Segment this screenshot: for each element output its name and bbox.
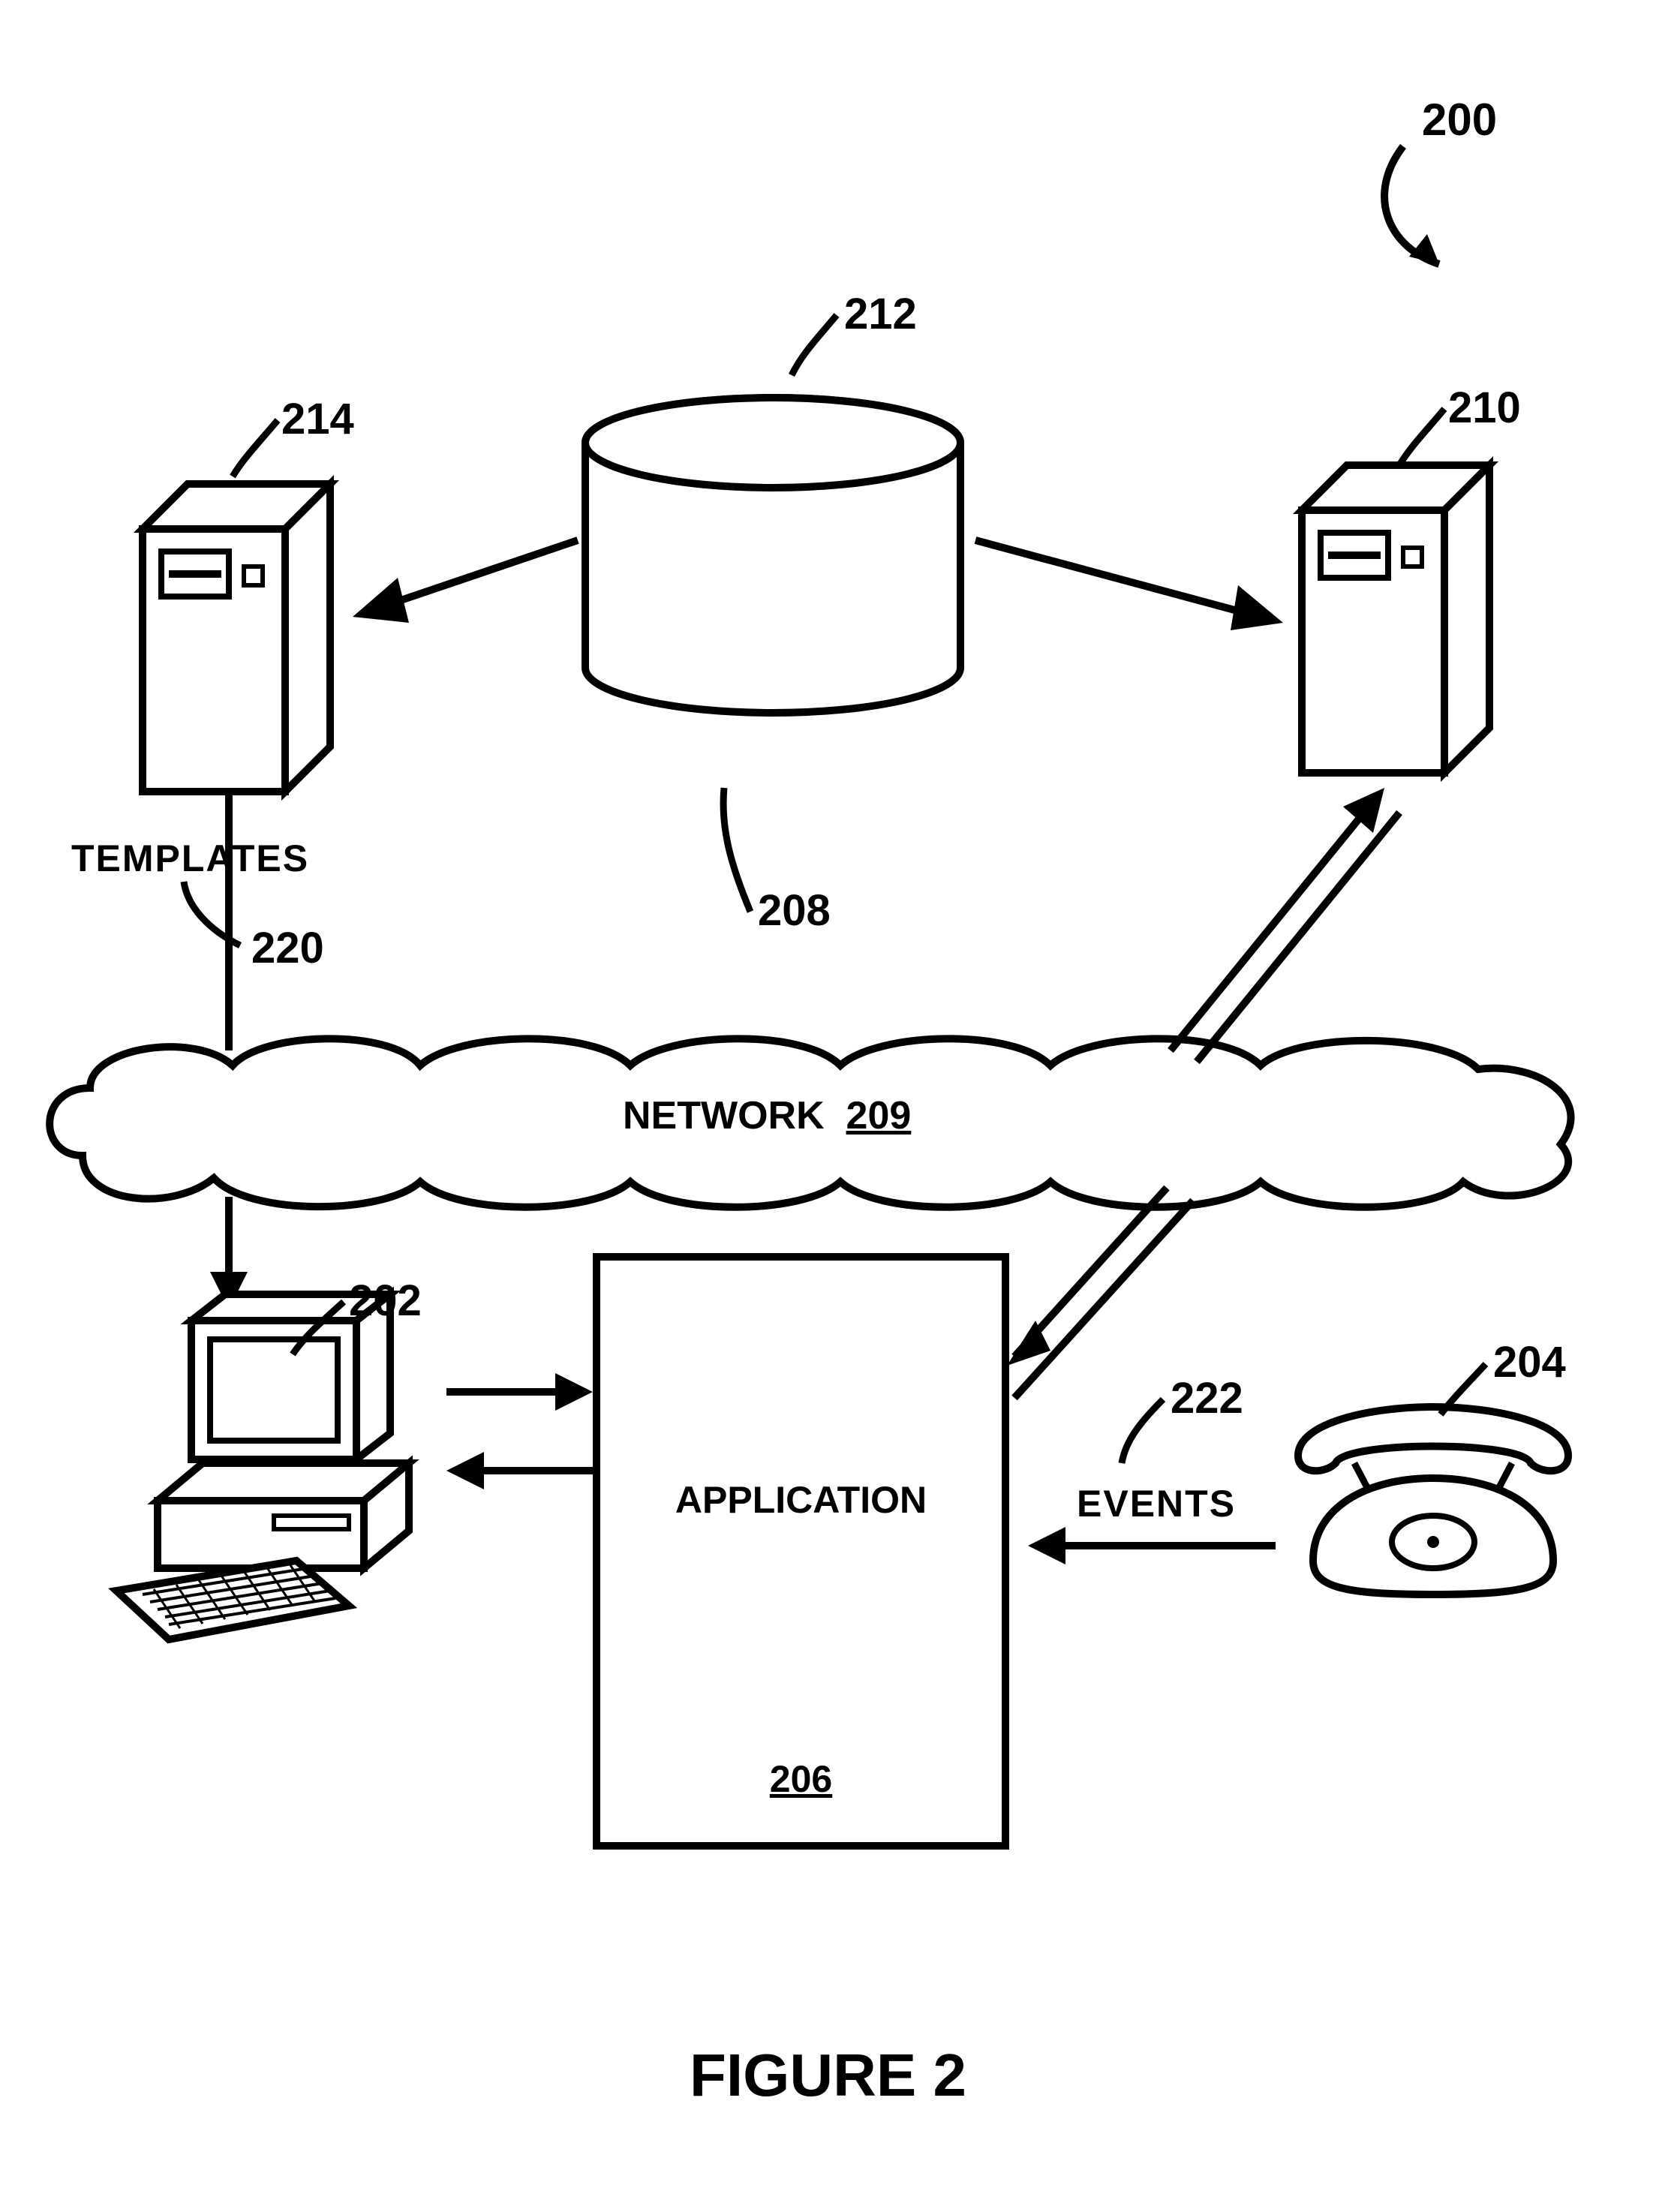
diagram-canvas: 200 212 214 210	[0, 0, 1656, 2212]
leader-204-icon	[0, 0, 1656, 2212]
figure-caption: FIGURE 2	[0, 2041, 1656, 2110]
